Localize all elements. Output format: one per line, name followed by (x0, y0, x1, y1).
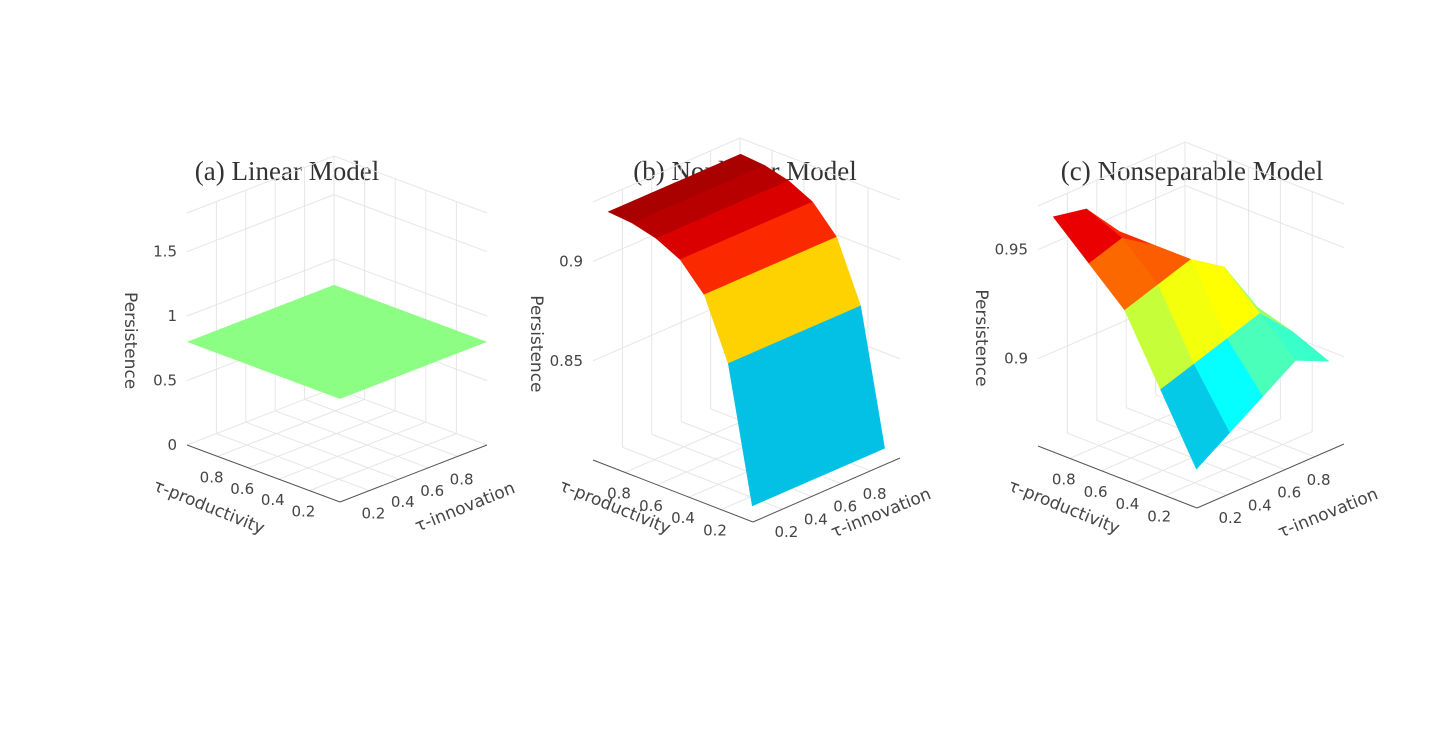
z-tick-label: 0.95 (995, 241, 1028, 259)
x-tick-label: 0.8 (863, 485, 887, 503)
x-tick-label: 0.6 (833, 498, 857, 516)
y-tick-label: 0.4 (261, 491, 285, 509)
tick-labels: 0.2 0.4 0.6 0.8 0.2 0.4 0.6 0.8 0 0.5 1 1.5 (153, 243, 473, 523)
grid-line (1037, 141, 1345, 207)
x-tick-label: 0.6 (1277, 484, 1301, 502)
surface-plot[interactable]: 0.2 0.4 0.6 0.8 0.2 0.4 0.6 0.8 0 0.5 1 1.5 Persiste… (47, 0, 527, 732)
surface (1052, 208, 1330, 470)
y-tick-label: 0.4 (1115, 495, 1139, 513)
x-tick-label: 0.2 (774, 523, 798, 541)
surface-patch (187, 284, 487, 399)
y-tick-label: 0.4 (671, 509, 695, 527)
y-axis-line (186, 444, 341, 503)
x-tick-label: 0.8 (1307, 471, 1331, 489)
z-tick-label: 0.85 (550, 352, 583, 370)
y-tick-label: 0.6 (230, 480, 254, 498)
x-tick-label: 0.4 (391, 493, 415, 511)
chart-title: (c) Nonseparable Model (1060, 156, 1324, 186)
x-axis-line (339, 444, 488, 503)
z-tick-label: 1 (167, 307, 177, 325)
y-axis-line (592, 459, 754, 523)
x-tick-label: 0.2 (1218, 509, 1242, 527)
chart-panel-nonseparable: (c) Nonseparable Model 0.2 0.4 0.6 0.8 0.2 0.… (952, 0, 1432, 732)
x-tick-label: 0.2 (361, 505, 385, 523)
grid-line (1067, 432, 1227, 496)
y-tick-label: 0.8 (200, 468, 224, 486)
y-tick-label: 0.8 (1052, 470, 1076, 488)
grid-line (304, 398, 458, 457)
surface-patch (1160, 363, 1230, 470)
y-tick-label: 0.2 (1147, 508, 1171, 526)
grid-line (248, 410, 396, 469)
z-axis-label: Persistence (971, 289, 991, 386)
x-axis-line (752, 457, 901, 523)
x-axis-line (1196, 443, 1345, 509)
z-tick-label: 0.5 (153, 372, 177, 390)
y-tick-label: 0.6 (639, 497, 663, 515)
z-axis-label: Persistence (120, 292, 140, 389)
surface (187, 284, 487, 399)
y-tick-label: 0.6 (1084, 483, 1108, 501)
tick-labels: 0.2 0.4 0.6 0.8 0.2 0.4 0.6 0.8 0.9 0.95 (995, 241, 1331, 528)
chart-panel-nonlinear: (b) Nonlinear Model 0.20.40.60.80.20.40.… (505, 0, 985, 732)
grid-line (245, 421, 399, 480)
surface-patch (727, 353, 775, 507)
x-tick-label: 0.8 (450, 470, 474, 488)
grid-line (1165, 431, 1313, 497)
surface-plot[interactable]: 0.2 0.4 0.6 0.8 0.2 0.4 0.6 0.8 0.9 0.95 Persisten… (952, 0, 1432, 732)
z-tick-label: 0.9 (1004, 350, 1028, 368)
grid-line (216, 433, 370, 492)
grid (186, 155, 488, 492)
chart-panel-linear: (a) Linear Model 0.2 0.4 0.6 0.8 0.2 0.4 0.6 0.… (47, 0, 527, 732)
grid-line (186, 194, 488, 253)
tick-labels: 0.2 0.4 0.6 0.8 0.2 0.4 0.6 0.8 0.85 0.9 (550, 253, 887, 542)
z-tick-label: 0.9 (559, 253, 583, 271)
z-tick-label: 0 (167, 436, 177, 454)
surface (607, 153, 885, 507)
grid-line (275, 410, 429, 469)
y-tick-label: 0.2 (291, 503, 315, 521)
y-tick-label: 0.2 (703, 522, 727, 540)
grid-line (186, 155, 488, 214)
surface-plot[interactable]: 0.2 0.4 0.6 0.8 0.2 0.4 0.6 0.8 0.85 0.9 Persisten… (505, 0, 985, 732)
grid-line (278, 421, 426, 480)
grid-line (1096, 419, 1256, 483)
y-tick-label: 0.8 (607, 484, 631, 502)
x-tick-label: 0.4 (804, 510, 828, 528)
z-tick-label: 1.5 (153, 243, 177, 261)
x-tick-label: 0.4 (1248, 496, 1272, 514)
grid-line (217, 398, 365, 457)
y-axis-line (1037, 445, 1198, 509)
x-tick-label: 0.6 (420, 482, 444, 500)
z-axis-label: Persistence (526, 295, 546, 392)
grid-line (309, 433, 457, 492)
